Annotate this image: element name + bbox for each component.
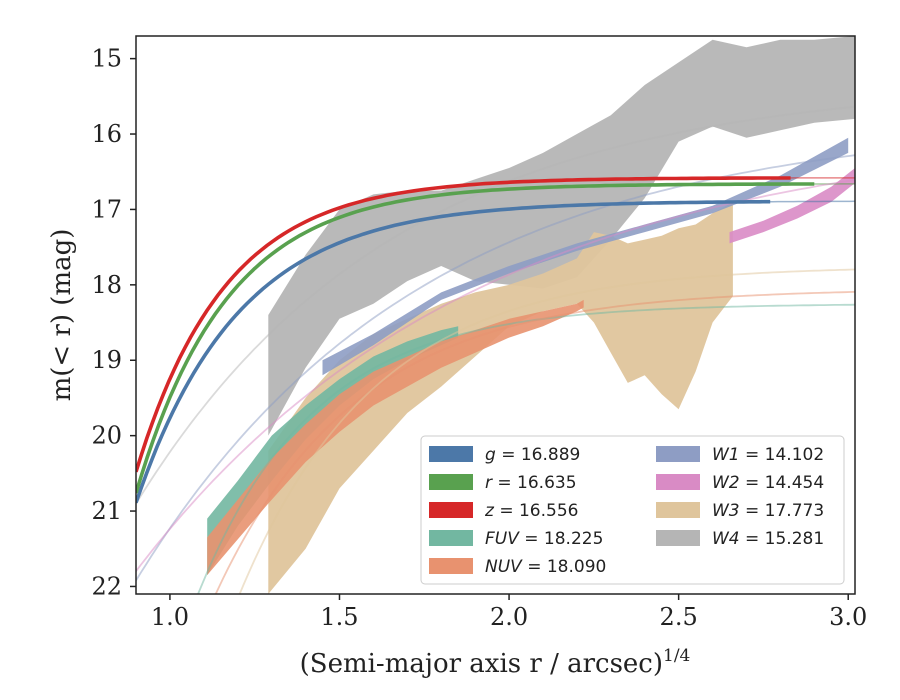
x-tick-label: 1.5: [320, 603, 358, 631]
legend-item-nuv: NUV = 18.090: [429, 557, 606, 577]
legend-label-r: r = 16.635: [485, 473, 577, 493]
x-tick-label: 2.0: [490, 603, 528, 631]
band-w3: [268, 201, 733, 594]
legend-label-z: z = 16.556: [484, 501, 578, 521]
profile-r: [136, 182, 815, 494]
x-tick-label: 2.5: [660, 603, 698, 631]
x-tick-label: 3.0: [829, 603, 867, 631]
legend-item-w4: W4 = 15.281: [656, 529, 824, 549]
legend-swatch-w3: [656, 502, 700, 518]
legend-item-r: r = 16.635: [429, 473, 577, 493]
legend-swatch-w1: [656, 446, 700, 462]
legend-item-w1: W1 = 14.102: [656, 445, 824, 465]
legend-label-w2: W2 = 14.454: [712, 473, 824, 493]
legend-swatch-nuv: [429, 558, 473, 574]
legend-label-w3: W3 = 17.773: [712, 501, 824, 521]
legend-item-g: g = 16.889: [429, 445, 580, 465]
legend-swatch-w4: [656, 530, 700, 546]
band-w2: [729, 168, 855, 244]
legend-label-w4: W4 = 15.281: [712, 529, 824, 549]
y-axis-label: m(< r) (mag): [47, 229, 77, 402]
fit-line-w1: [136, 154, 855, 581]
x-tick-label: 1.0: [151, 603, 189, 631]
band-w4: [268, 36, 855, 436]
y-tick-label: 16: [91, 120, 122, 148]
fit-line-w3: [238, 268, 855, 594]
legend-label-g: g = 16.889: [485, 445, 580, 465]
y-tick-label: 19: [91, 346, 122, 374]
fit-line-nuv: [214, 291, 855, 594]
y-tick-label: 18: [91, 271, 122, 299]
legend-swatch-r: [429, 474, 473, 490]
y-tick-label: 15: [91, 45, 122, 73]
profile-g: [136, 199, 771, 504]
y-tick-label: 22: [91, 572, 122, 600]
legend-label-fuv: FUV = 18.225: [485, 529, 603, 549]
fit-line-w4: [136, 105, 855, 505]
plot-frame: [135, 35, 856, 595]
y-tick-label: 17: [91, 195, 122, 223]
legend-label-nuv: NUV = 18.090: [485, 557, 606, 577]
legend-item-fuv: FUV = 18.225: [429, 529, 603, 549]
legend-item-w2: W2 = 14.454: [656, 473, 824, 493]
legend-item-z: z = 16.556: [429, 501, 578, 521]
legend-swatch-w2: [656, 474, 700, 490]
y-tick-label: 20: [91, 422, 122, 450]
legend: g = 16.889 r = 16.635 z = 16.556 FUV = 18.2…: [420, 435, 845, 585]
legend-item-w3: W3 = 17.773: [656, 501, 824, 521]
legend-label-w1: W1 = 14.102: [712, 445, 824, 465]
x-axis-label: (Semi-major axis r / arcsec)1/4: [300, 646, 691, 679]
legend-swatch-g: [429, 446, 473, 462]
profile-z: [136, 176, 791, 473]
y-tick-label: 21: [91, 497, 122, 525]
legend-swatch-z: [429, 502, 473, 518]
fit-line-fuv: [197, 303, 855, 594]
legend-swatch-fuv: [429, 530, 473, 546]
legend-box: [420, 435, 845, 585]
